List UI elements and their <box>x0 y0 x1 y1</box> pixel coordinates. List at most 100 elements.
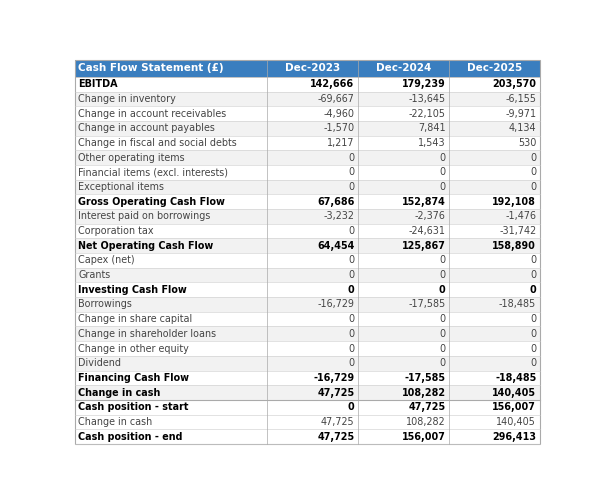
Text: 0: 0 <box>439 153 446 163</box>
Text: Change in inventory: Change in inventory <box>78 94 176 104</box>
Text: -22,105: -22,105 <box>409 109 446 119</box>
Text: Dividend: Dividend <box>78 358 121 368</box>
Bar <box>75 253 540 268</box>
Text: Other operating items: Other operating items <box>78 153 185 163</box>
Text: -9,971: -9,971 <box>505 109 536 119</box>
Text: Corporation tax: Corporation tax <box>78 226 154 236</box>
Text: 0: 0 <box>349 255 355 265</box>
Text: 179,239: 179,239 <box>402 79 446 89</box>
Text: Interest paid on borrowings: Interest paid on borrowings <box>78 212 211 222</box>
Text: 108,282: 108,282 <box>406 417 446 427</box>
Text: 0: 0 <box>530 270 536 280</box>
Text: 0: 0 <box>530 358 536 368</box>
Text: -13,645: -13,645 <box>409 94 446 104</box>
Text: Dec-2025: Dec-2025 <box>467 63 522 73</box>
Bar <box>75 224 540 239</box>
Bar <box>75 165 540 180</box>
Text: 0: 0 <box>439 314 446 324</box>
Text: -4,960: -4,960 <box>323 109 355 119</box>
Text: Borrowings: Borrowings <box>78 299 132 309</box>
Text: 125,867: 125,867 <box>402 241 446 251</box>
Text: 0: 0 <box>530 153 536 163</box>
Text: 0: 0 <box>349 226 355 236</box>
Text: 0: 0 <box>530 167 536 177</box>
Bar <box>75 268 540 282</box>
Text: 67,686: 67,686 <box>317 197 355 207</box>
Bar <box>75 297 540 312</box>
Text: 0: 0 <box>349 167 355 177</box>
Text: 0: 0 <box>439 343 446 353</box>
Text: 47,725: 47,725 <box>317 432 355 442</box>
Text: Change in other equity: Change in other equity <box>78 343 189 353</box>
Bar <box>75 282 540 297</box>
Text: 0: 0 <box>349 358 355 368</box>
Text: -1,476: -1,476 <box>505 212 536 222</box>
Text: -69,667: -69,667 <box>317 94 355 104</box>
Bar <box>75 312 540 326</box>
Text: -1,570: -1,570 <box>323 123 355 133</box>
Text: 0: 0 <box>349 153 355 163</box>
Text: 203,570: 203,570 <box>492 79 536 89</box>
Bar <box>75 209 540 224</box>
Text: 1,543: 1,543 <box>418 138 446 148</box>
Bar <box>75 341 540 356</box>
Text: 0: 0 <box>530 329 536 339</box>
Bar <box>75 106 540 121</box>
Bar <box>75 136 540 150</box>
Text: 0: 0 <box>348 285 355 295</box>
Text: 47,725: 47,725 <box>317 388 355 398</box>
Text: Change in account receivables: Change in account receivables <box>78 109 227 119</box>
Text: 0: 0 <box>439 182 446 192</box>
Text: 156,007: 156,007 <box>402 432 446 442</box>
Text: -24,631: -24,631 <box>409 226 446 236</box>
Text: Cash Flow Statement (£): Cash Flow Statement (£) <box>78 63 224 73</box>
Text: -18,485: -18,485 <box>499 299 536 309</box>
Bar <box>75 121 540 136</box>
Text: 156,007: 156,007 <box>493 402 536 412</box>
Bar <box>75 60 540 77</box>
Bar <box>75 326 540 341</box>
Text: 47,725: 47,725 <box>321 417 355 427</box>
Bar <box>75 77 540 92</box>
Text: 0: 0 <box>349 329 355 339</box>
Text: 140,405: 140,405 <box>496 417 536 427</box>
Text: 0: 0 <box>439 285 446 295</box>
Text: -16,729: -16,729 <box>317 299 355 309</box>
Text: 0: 0 <box>349 182 355 192</box>
Text: 0: 0 <box>348 402 355 412</box>
Bar <box>75 180 540 195</box>
Text: 108,282: 108,282 <box>401 388 446 398</box>
Text: Change in share capital: Change in share capital <box>78 314 193 324</box>
Bar <box>75 239 540 253</box>
Bar <box>75 385 540 400</box>
Text: Change in fiscal and social debts: Change in fiscal and social debts <box>78 138 237 148</box>
Text: 140,405: 140,405 <box>492 388 536 398</box>
Text: Capex (net): Capex (net) <box>78 255 135 265</box>
Text: 64,454: 64,454 <box>317 241 355 251</box>
Bar <box>75 400 540 415</box>
Text: 0: 0 <box>349 270 355 280</box>
Text: Cash position - end: Cash position - end <box>78 432 182 442</box>
Text: EBITDA: EBITDA <box>78 79 118 89</box>
Text: Change in cash: Change in cash <box>78 388 161 398</box>
Text: -3,232: -3,232 <box>323 212 355 222</box>
Text: 0: 0 <box>530 285 536 295</box>
Text: 0: 0 <box>439 358 446 368</box>
Text: 0: 0 <box>530 255 536 265</box>
Text: 0: 0 <box>530 343 536 353</box>
Text: 4,134: 4,134 <box>509 123 536 133</box>
Text: Dec-2024: Dec-2024 <box>376 63 431 73</box>
Text: -17,585: -17,585 <box>409 299 446 309</box>
Text: -6,155: -6,155 <box>505 94 536 104</box>
Text: 0: 0 <box>349 314 355 324</box>
Text: Grants: Grants <box>78 270 110 280</box>
Text: 7,841: 7,841 <box>418 123 446 133</box>
Text: Cash position - start: Cash position - start <box>78 402 189 412</box>
Text: 296,413: 296,413 <box>492 432 536 442</box>
Text: Exceptional items: Exceptional items <box>78 182 164 192</box>
Text: Net Operating Cash Flow: Net Operating Cash Flow <box>78 241 214 251</box>
Bar <box>75 356 540 371</box>
Bar <box>75 415 540 429</box>
Text: 0: 0 <box>530 182 536 192</box>
Text: 47,725: 47,725 <box>409 402 446 412</box>
